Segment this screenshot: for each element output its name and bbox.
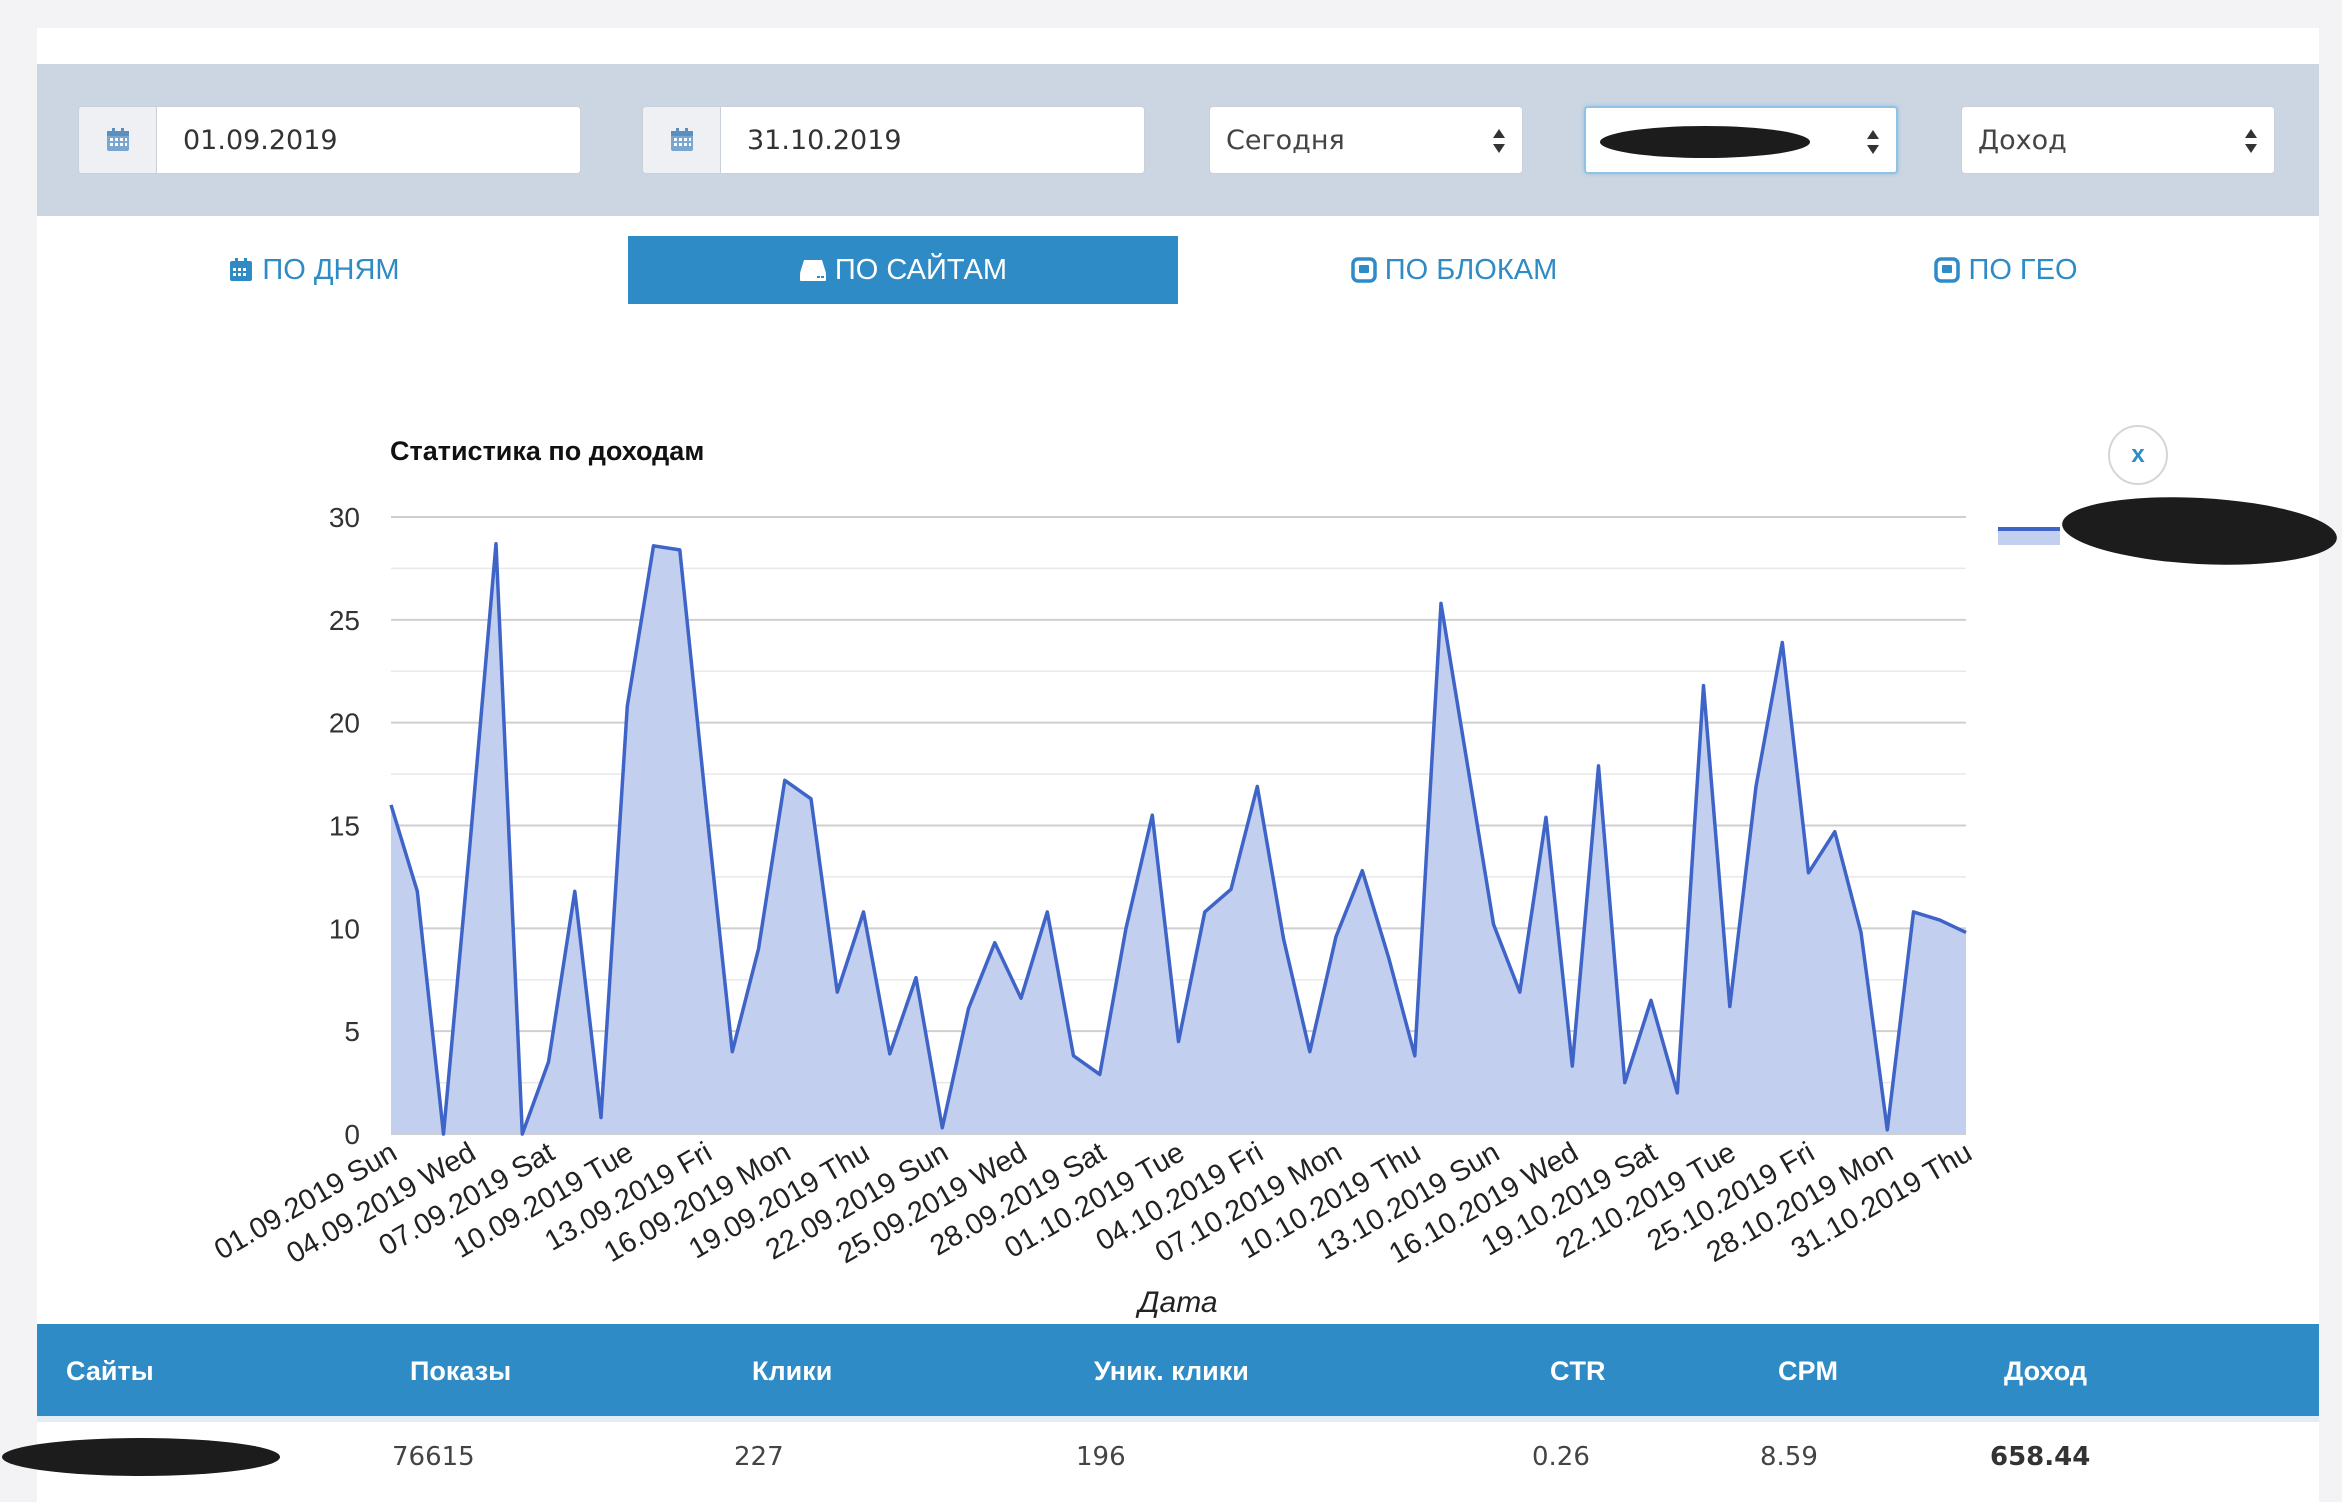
close-chart-button[interactable]: x [2108,425,2168,485]
col-header-impressions[interactable]: Показы [410,1356,512,1386]
block-icon [1351,257,1377,283]
tab-by-geo-label: ПО ГЕО [1968,253,2078,286]
select-arrows-icon [1867,130,1879,154]
cell-revenue: 658.44 [1990,1442,2091,1472]
cell-clicks: 227 [734,1442,784,1472]
server-icon [799,257,827,283]
table-header [37,1324,2319,1416]
tab-by-geo[interactable]: ПО ГЕО [1730,236,2282,304]
col-header-unique-clicks[interactable]: Уник. клики [1094,1356,1249,1386]
block-icon [1934,257,1961,283]
calendar-icon [228,257,254,283]
period-select[interactable]: Сегодня [1209,106,1523,174]
stats-panel [37,64,2319,1502]
y-axis-ticks: 0 5 10 15 20 25 30 [329,502,360,1150]
y-tick-label: 30 [329,502,360,533]
col-header-clicks[interactable]: Клики [752,1356,833,1386]
series-area [391,543,1966,1134]
calendar-icon[interactable] [79,107,157,173]
select-arrows-icon [1493,129,1505,153]
cell-cpm: 8.59 [1760,1442,1818,1472]
metric-select[interactable]: Доход [1961,106,2275,174]
col-header-ctr[interactable]: CTR [1550,1356,1606,1386]
site-select[interactable] [1584,106,1898,174]
cell-impressions: 76615 [392,1442,475,1472]
y-tick-label: 5 [344,1016,360,1047]
site-name-redaction [2,1438,280,1476]
y-tick-label: 15 [329,811,360,842]
tab-by-days[interactable]: ПО ДНЯМ [38,236,590,304]
tab-by-sites[interactable]: ПО САЙТАМ [628,236,1178,304]
y-tick-label: 25 [329,605,360,636]
col-header-sites[interactable]: Сайты [66,1356,154,1386]
period-select-value: Сегодня [1226,124,1345,156]
y-tick-label: 0 [344,1119,360,1150]
date-to-group [642,106,1145,174]
tab-by-blocks[interactable]: ПО БЛОКАМ [1178,236,1730,304]
date-to-input[interactable] [721,107,1144,173]
redaction-scribble [1600,126,1810,158]
series-line [389,541,1967,1136]
tab-by-blocks-label: ПО БЛОКАМ [1384,253,1558,286]
chart-title: Статистика по доходам [390,436,705,466]
table-row-separator [37,1416,2319,1422]
select-arrows-icon [2245,129,2257,153]
cell-unique-clicks: 196 [1076,1442,1126,1472]
col-header-cpm[interactable]: CPM [1778,1356,1838,1386]
y-tick-label: 10 [329,913,360,944]
top-strip [37,28,2319,64]
y-tick-label: 20 [329,708,360,739]
col-header-revenue[interactable]: Доход [2004,1356,2088,1386]
tab-by-sites-label: ПО САЙТАМ [834,253,1008,286]
date-from-group [78,106,581,174]
legend-series-swatch[interactable] [1998,527,2060,545]
calendar-icon[interactable] [643,107,721,173]
x-axis-label: Дата [1135,1286,1217,1319]
tab-by-days-label: ПО ДНЯМ [262,253,400,286]
date-from-input[interactable] [157,107,580,173]
metric-select-value: Доход [1978,124,2067,156]
cell-ctr: 0.26 [1532,1442,1590,1472]
